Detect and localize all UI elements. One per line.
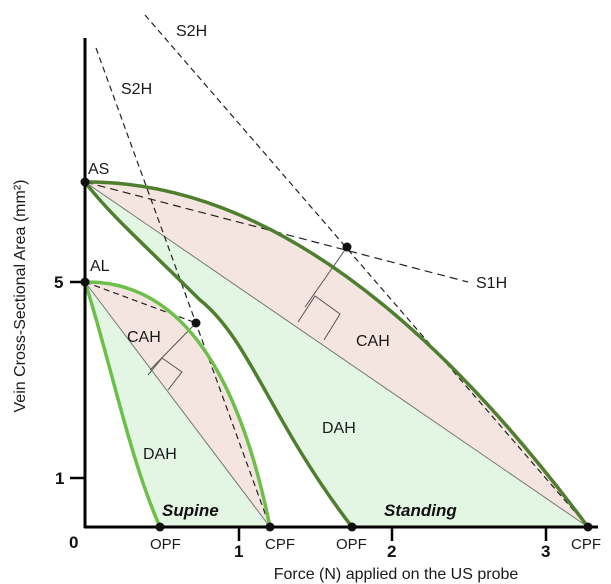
- label-as: AS: [88, 161, 109, 178]
- origin-label: 0: [69, 533, 78, 552]
- label-cpf-supine: CPF: [265, 536, 295, 553]
- label-cpf-standing: CPF: [571, 536, 601, 553]
- standing-upper-curve: [84, 180, 590, 529]
- x-tick-label-2: 2: [387, 542, 396, 561]
- point-al: [80, 277, 90, 287]
- point-cpf-standing: [583, 522, 593, 532]
- supine-upper-curve: [84, 280, 272, 528]
- supine-right-angle: [147, 357, 183, 391]
- s2h-left-line: [95, 47, 271, 528]
- point-opf-standing: [347, 522, 357, 532]
- y-tick-label-5: 5: [54, 273, 63, 292]
- standing-perp-line: [304, 246, 348, 308]
- point-as: [80, 177, 90, 187]
- label-cah-supine: CAH: [127, 329, 161, 346]
- label-s2h-top: S2H: [176, 23, 207, 40]
- x-tick-label-3: 3: [541, 542, 550, 561]
- y-tick-label-1: 1: [55, 469, 64, 488]
- standing-right-angle: [297, 295, 341, 341]
- label-dah-standing: DAH: [322, 420, 356, 437]
- label-cah-standing: CAH: [356, 333, 390, 350]
- point-supine-tangent: [191, 318, 201, 328]
- x-tick-label-1: 1: [234, 542, 243, 561]
- supine-chord: [84, 281, 271, 528]
- point-opf-supine: [155, 522, 165, 532]
- y-axis-title: Vein Cross-Sectional Area (mm²): [12, 180, 29, 413]
- label-opf-supine: OPF: [150, 536, 181, 553]
- standing-lower-curve: [83, 180, 354, 529]
- point-cpf-supine: [265, 522, 275, 532]
- s2h-top-line: [144, 14, 589, 528]
- label-opf-standing: OPF: [336, 536, 367, 553]
- label-s2h-left: S2H: [121, 81, 152, 98]
- standing-chord: [84, 181, 589, 528]
- point-standing-tangent: [342, 242, 352, 252]
- supine-lower-curve: [83, 281, 162, 528]
- label-al: AL: [90, 258, 110, 275]
- x-axis-title: Force (N) applied on the US probe: [274, 566, 519, 583]
- label-supine: Supine: [162, 501, 219, 520]
- label-s1h: S1H: [476, 275, 507, 292]
- label-standing: Standing: [384, 501, 457, 520]
- label-dah-supine: DAH: [143, 446, 177, 463]
